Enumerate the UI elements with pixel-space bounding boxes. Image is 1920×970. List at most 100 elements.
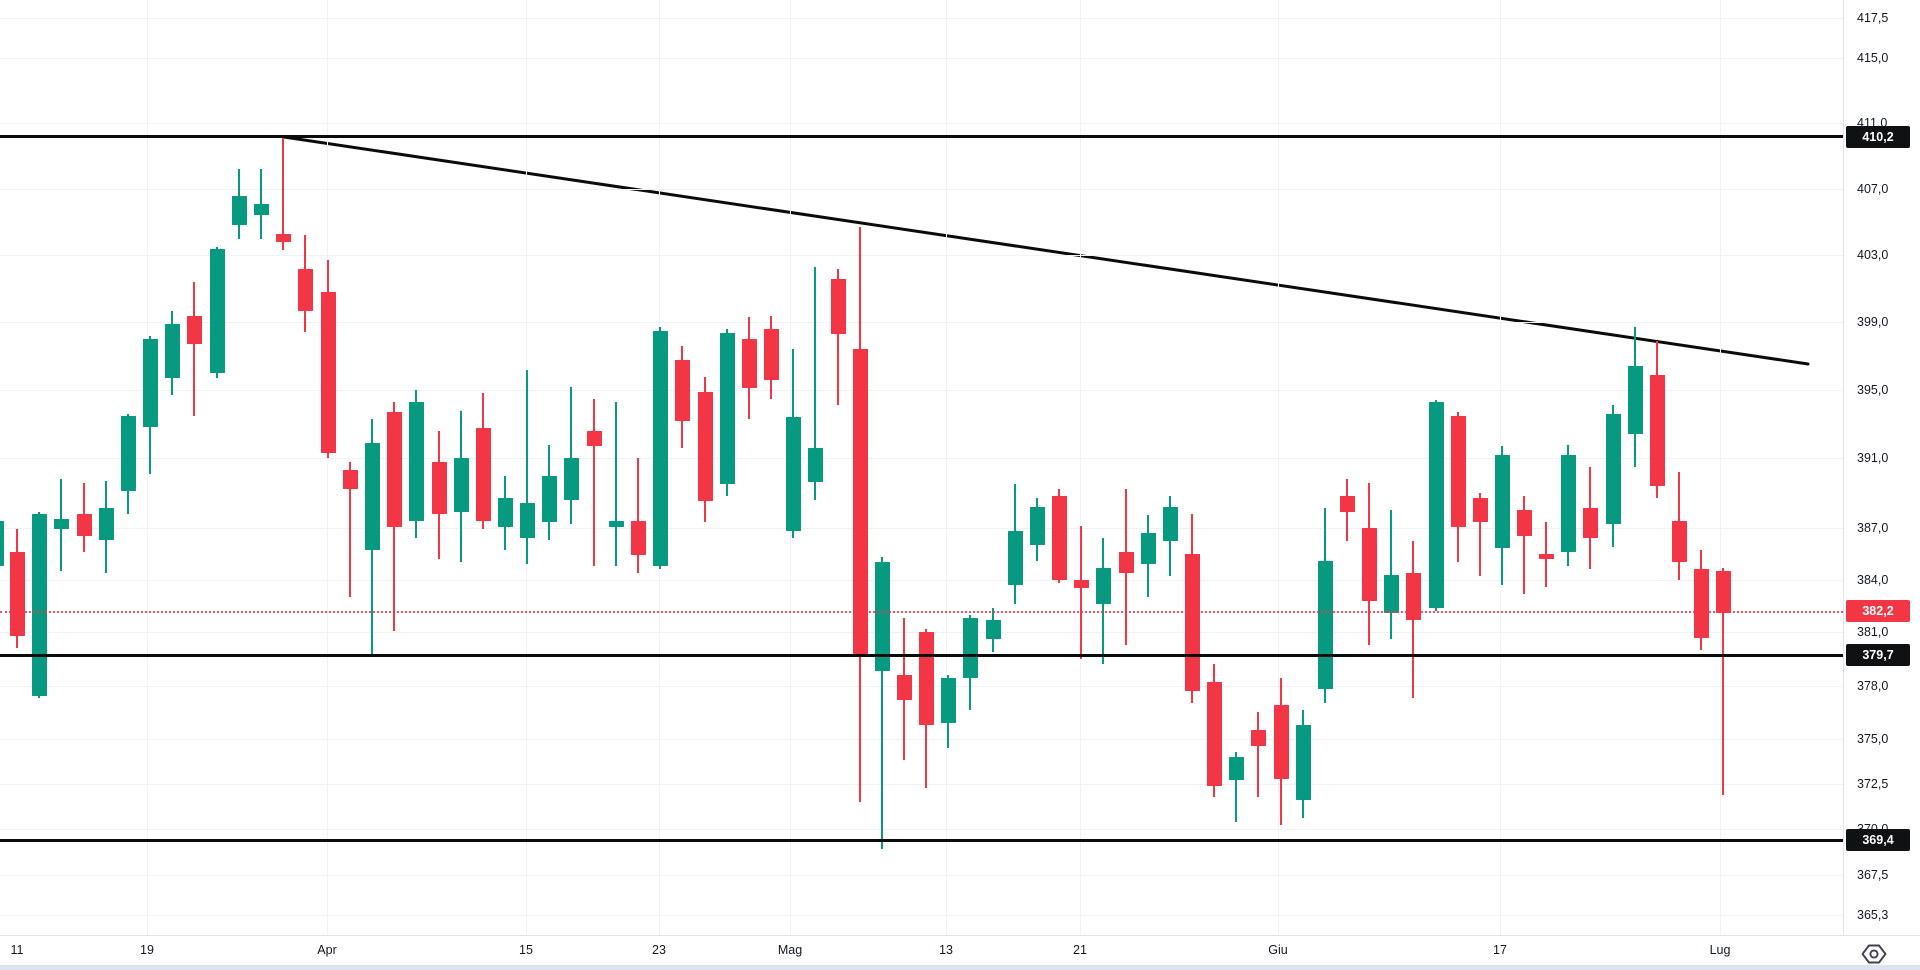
candle-body: [431, 461, 447, 514]
candle-wick: [881, 557, 883, 850]
candle-body: [1118, 551, 1134, 573]
candle-body: [586, 431, 602, 447]
candle-body: [1450, 415, 1466, 528]
candle-body: [807, 448, 823, 483]
support-line-379-7[interactable]: [0, 653, 1843, 657]
candle-wick: [526, 369, 528, 564]
price-gridline: [0, 390, 1843, 391]
time-label: Giu: [1268, 943, 1288, 957]
candle-body: [31, 513, 47, 697]
support-line-369-4[interactable]: [0, 838, 1843, 842]
price-gridline: [0, 783, 1843, 785]
candle-wick: [570, 386, 572, 524]
price-tick: 375,0: [1857, 732, 1889, 746]
candle-wick: [282, 138, 284, 251]
price-tick: 365,3: [1857, 908, 1889, 922]
candle-body: [874, 562, 890, 672]
candle-body: [940, 678, 956, 723]
time-label: 23: [652, 943, 666, 957]
candle-body: [1649, 374, 1665, 486]
price-tick: 407,0: [1857, 182, 1889, 197]
candle-body: [1317, 560, 1333, 689]
candle-body: [1538, 553, 1554, 559]
candle-wick: [1523, 496, 1525, 594]
time-gridline: [1080, 0, 1081, 935]
candle-body: [76, 513, 92, 537]
support-price-label: 379,7: [1846, 644, 1910, 667]
candle-body: [475, 427, 491, 521]
price-gridline: [0, 829, 1843, 831]
candle-body: [962, 618, 978, 679]
candle-body: [98, 508, 114, 540]
price-axis[interactable]: 417,5 415,0 411,0 407,0 403,0 399,0 395,0 391,0…: [1843, 0, 1920, 935]
candle-body: [1715, 571, 1731, 614]
chart-settings-icon[interactable]: [1860, 941, 1888, 967]
time-gridline: [147, 0, 148, 935]
candle-body: [364, 443, 380, 551]
candle-wick: [837, 268, 839, 406]
chart-plot-area[interactable]: [0, 0, 1843, 935]
candle-body: [1184, 553, 1200, 691]
candle-body: [231, 195, 247, 226]
candle-wick: [1722, 567, 1724, 795]
candle-body: [1627, 366, 1643, 435]
candle-body: [1428, 402, 1444, 608]
price-gridline: [0, 739, 1843, 740]
candle-body: [1140, 532, 1156, 564]
time-label: 15: [519, 943, 533, 957]
candle-body: [1383, 574, 1399, 614]
candle-body: [342, 470, 358, 490]
price-gridline: [0, 579, 1843, 581]
candle-wick: [193, 282, 195, 416]
candle-wick: [814, 267, 816, 500]
time-gridline: [1278, 0, 1279, 935]
time-label: 17: [1493, 943, 1507, 957]
time-label: Mag: [777, 943, 803, 957]
price-gridline: [0, 874, 1843, 876]
candle-body: [1405, 572, 1421, 620]
candle-body: [1494, 455, 1510, 549]
candle-body: [1339, 496, 1355, 512]
candle-body: [120, 415, 136, 492]
candle-body: [519, 503, 535, 538]
candle-body: [830, 278, 846, 335]
price-tick: 417,5: [1857, 11, 1889, 25]
last-price-line: [0, 611, 1843, 614]
candle-body: [1516, 510, 1532, 537]
price-tick: 395,0: [1857, 383, 1889, 397]
candle-body: [453, 458, 469, 512]
price-gridline: [0, 18, 1843, 19]
time-gridline: [1720, 0, 1721, 935]
candle-body: [53, 518, 69, 530]
support2-price-label: 369,4: [1846, 829, 1910, 851]
candle-body: [652, 330, 668, 566]
price-tick: 372,5: [1857, 776, 1889, 791]
candle-body: [852, 349, 868, 654]
candle-body: [1671, 520, 1687, 563]
candle-wick: [1080, 525, 1082, 659]
candle-body: [186, 315, 202, 345]
candle-body: [1095, 567, 1111, 605]
candle-body: [1073, 579, 1089, 589]
candle-body: [918, 632, 934, 725]
candle-body: [1051, 496, 1067, 580]
price-gridline: [0, 58, 1843, 60]
candle-body: [1693, 569, 1709, 638]
resistance-line-410-2[interactable]: [0, 135, 1843, 138]
candle-body: [985, 620, 1001, 640]
candle-wick: [349, 461, 351, 598]
time-axis[interactable]: 11 19 Apr 15 23 Mag 13 21 Giu 17 Lug: [0, 935, 1920, 970]
candle-body: [9, 551, 25, 636]
candle-body: [1029, 506, 1045, 545]
price-gridline: [0, 123, 1843, 125]
price-tick: 403,0: [1857, 248, 1889, 263]
time-label: Apr: [317, 943, 337, 957]
candle-wick: [615, 402, 617, 566]
candle-body: [1582, 508, 1598, 538]
price-tick: 399,0: [1857, 315, 1889, 330]
candle-body: [763, 329, 779, 380]
candle-body: [497, 498, 513, 528]
candle-wick: [593, 398, 595, 566]
candle-body: [164, 324, 180, 379]
